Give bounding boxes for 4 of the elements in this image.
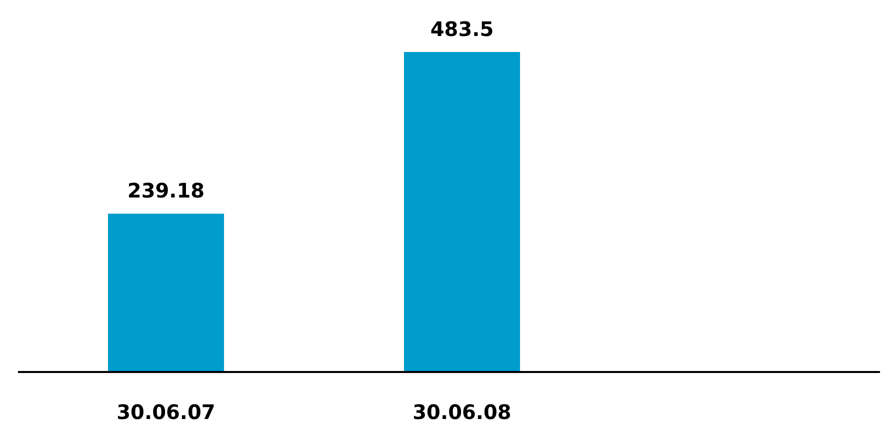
data-label: 239.18 xyxy=(127,178,205,203)
data-label: 483.5 xyxy=(430,17,494,41)
x-tick-label: 30.06.07 xyxy=(116,400,216,423)
x-tick-label: 30.06.08 xyxy=(412,400,512,423)
